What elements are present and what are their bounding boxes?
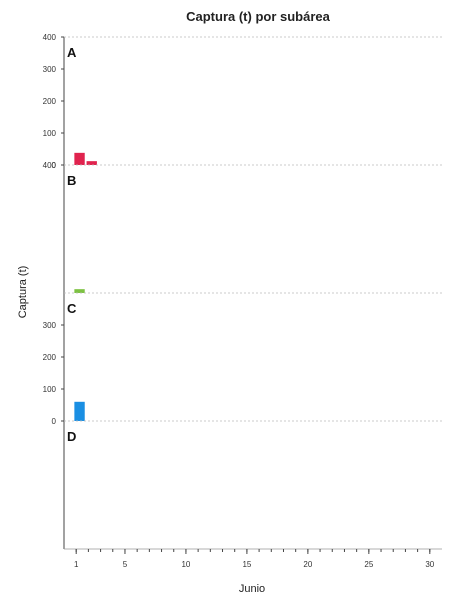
panel-C-y-tick-label: 0	[52, 417, 57, 426]
panel-B-label: B	[67, 173, 76, 188]
x-tick-label: 1	[74, 560, 79, 569]
panel-A-bar-1	[74, 152, 85, 165]
panel-C-y-tick-label: 300	[43, 321, 57, 330]
panel-A-y-tick-label: 300	[43, 65, 57, 74]
x-tick-label: 5	[123, 560, 128, 569]
x-tick-label: 10	[181, 560, 190, 569]
x-tick-label: 15	[242, 560, 251, 569]
x-axis-label: Junio	[239, 583, 265, 595]
panel-B-bar-1	[74, 289, 85, 293]
panel-A-y-tick-label: 0	[52, 161, 57, 170]
panel-D-label: D	[67, 429, 76, 444]
panel-B-y-tick-label: 400	[43, 161, 57, 170]
panel-C-bar-1	[74, 401, 85, 421]
panel-A-bar-2	[86, 161, 97, 165]
panel-A-y-tick-label: 400	[43, 33, 57, 42]
x-tick-label: 30	[425, 560, 434, 569]
y-axis-label: Captura (t)	[17, 266, 29, 319]
x-tick-label: 25	[364, 560, 373, 569]
panel-A-label: A	[67, 45, 77, 60]
panel-A-y-tick-label: 100	[43, 129, 57, 138]
panel-C-label: C	[67, 301, 77, 316]
panel-A-y-tick-label: 200	[43, 97, 57, 106]
x-tick-label: 20	[303, 560, 312, 569]
chart-title: Captura (t) por subárea	[186, 9, 331, 24]
panel-C-y-tick-label: 100	[43, 385, 57, 394]
panel-C-y-tick-label: 200	[43, 353, 57, 362]
